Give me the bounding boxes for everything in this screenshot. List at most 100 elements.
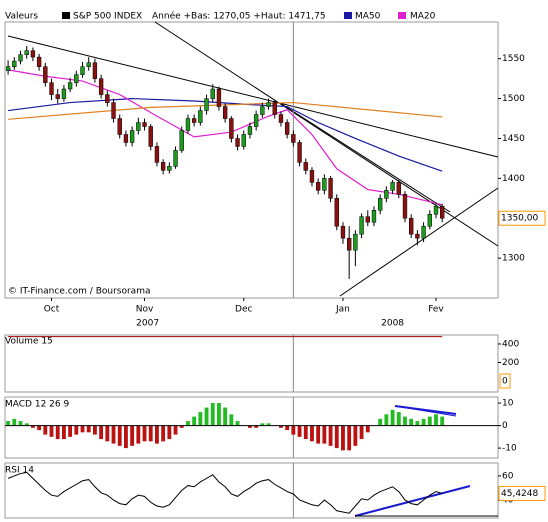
candle-body — [117, 118, 122, 135]
bar — [347, 425, 352, 451]
candle-body — [86, 62, 91, 67]
bar — [49, 425, 54, 437]
candle-body — [24, 50, 29, 55]
bar — [43, 425, 48, 435]
candle-body — [247, 126, 253, 135]
bar — [173, 425, 178, 435]
bar — [117, 425, 122, 446]
bar — [18, 421, 23, 426]
value-label: 1350,00 — [501, 214, 538, 224]
legend-label: MA20 — [410, 12, 436, 22]
x-tick-label: Jan — [335, 305, 350, 315]
bar — [223, 407, 228, 426]
bar — [37, 425, 42, 431]
bar — [24, 423, 29, 426]
candle-body — [55, 94, 60, 99]
value-box — [498, 485, 546, 501]
bar — [403, 416, 407, 426]
bar — [12, 418, 17, 426]
candle-body — [216, 88, 222, 107]
candle-body — [67, 82, 73, 90]
bar — [142, 425, 147, 442]
panel-title: MACD 12 26 9 — [5, 400, 69, 410]
candle-body — [185, 118, 191, 131]
bar — [80, 425, 85, 433]
candle-body — [167, 166, 172, 171]
trend-line — [279, 102, 451, 213]
candle-body — [260, 106, 265, 115]
candle-body — [204, 98, 209, 111]
candle-body — [365, 216, 370, 223]
y-tick-label: 400 — [502, 339, 519, 349]
bar — [105, 425, 110, 442]
candle-body — [390, 182, 395, 191]
x-tick-label: Dec — [235, 305, 252, 315]
bar — [384, 414, 389, 426]
main-panel — [4, 21, 499, 299]
candle-body — [148, 126, 153, 147]
bar — [303, 425, 308, 440]
candle-body — [61, 88, 67, 99]
bar — [434, 414, 438, 426]
candle-body — [123, 134, 129, 143]
bar — [421, 418, 426, 426]
candle-body — [415, 233, 420, 239]
candle-body — [198, 110, 203, 123]
y-tick-label: 10 — [502, 399, 514, 409]
candle-body — [18, 54, 23, 62]
bar — [55, 425, 60, 440]
candle-body — [297, 142, 302, 163]
candle-body — [191, 118, 197, 123]
candle-body — [5, 66, 11, 71]
candle-body — [105, 94, 110, 103]
bar — [204, 407, 209, 426]
bar — [179, 425, 184, 428]
candle-body — [173, 150, 178, 167]
x-tick-label: Nov — [136, 305, 154, 315]
bar — [254, 425, 259, 428]
candle-body — [384, 190, 389, 199]
legend-swatch — [398, 12, 406, 19]
bar — [260, 423, 265, 426]
trend-line — [394, 405, 457, 417]
candle-body — [353, 233, 358, 251]
volume-panel — [4, 334, 499, 393]
candle-body — [129, 130, 135, 143]
candle-body — [111, 102, 116, 119]
y-tick-label: 0 — [502, 421, 508, 431]
trend-line — [354, 485, 471, 517]
candle-body — [402, 194, 408, 219]
rsi-line — [7, 471, 443, 514]
x-tick-label: Fev — [428, 305, 444, 315]
bar — [390, 409, 395, 426]
bar — [74, 425, 79, 435]
candle-body — [154, 146, 160, 163]
candle-body — [92, 62, 98, 79]
subtitle: Année +Bas: 1270,05 +Haut: 1471,75 — [152, 11, 326, 22]
y-tick-label: 1400 — [502, 174, 525, 184]
candle-body — [409, 217, 414, 235]
candle-body — [291, 134, 296, 143]
bar — [186, 421, 190, 426]
bar — [111, 425, 116, 444]
legend-label: MA50 — [355, 12, 381, 22]
bar — [365, 425, 370, 433]
bar — [427, 416, 432, 426]
y-tick-label: 60 — [502, 471, 514, 481]
bar — [409, 418, 414, 426]
bar — [279, 425, 283, 428]
credit: © IT-Finance.com / Boursorama — [8, 287, 150, 297]
candle-body — [309, 170, 315, 183]
bar — [192, 416, 197, 426]
candle-body — [36, 56, 42, 67]
bar — [415, 421, 420, 426]
candle-body — [43, 66, 48, 83]
y-tick-label: 1300 — [502, 254, 525, 264]
header-label: Valeurs — [5, 12, 38, 22]
candle-body — [272, 102, 277, 115]
bar — [266, 423, 271, 426]
panel-title: Volume 15 — [5, 337, 53, 347]
x-tick-label: Oct — [44, 305, 60, 315]
bar — [130, 425, 135, 446]
